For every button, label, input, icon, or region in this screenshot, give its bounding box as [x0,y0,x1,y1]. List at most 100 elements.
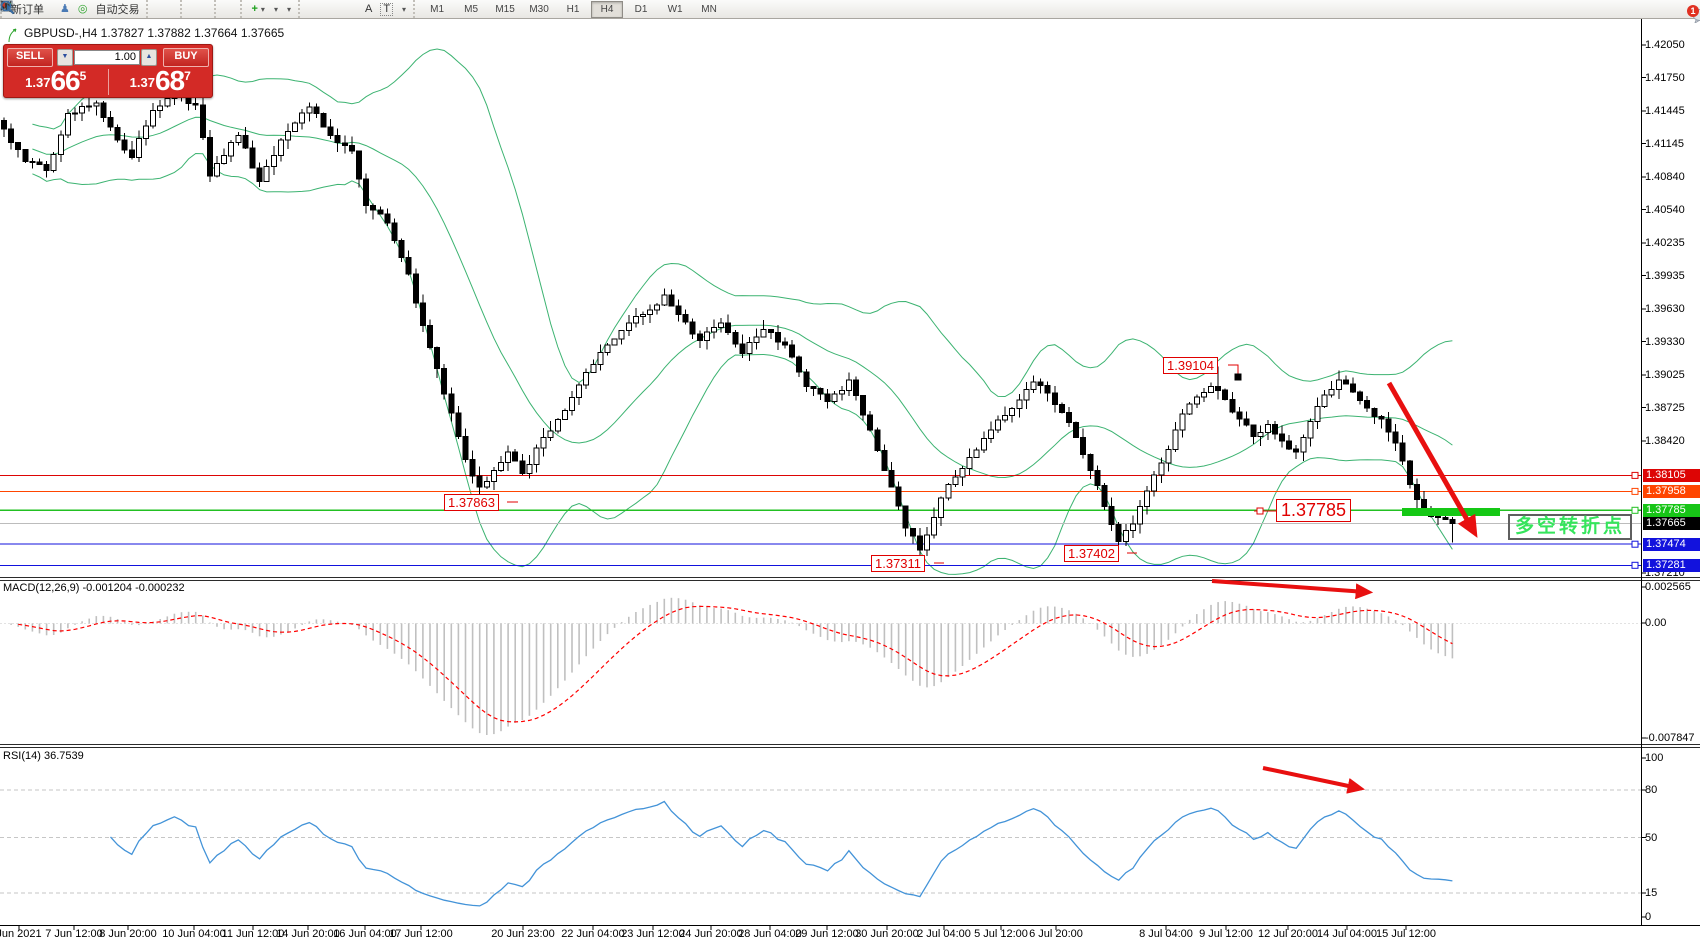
date-label-7-Jun-12-00: 7 Jun 12:00 [45,928,103,940]
price-axis-tag-1.37474: 1.37474 [1643,537,1700,551]
date-label-15-Jul-12-00: 15 Jul 12:00 [1376,928,1436,940]
indicators-icon: + [251,3,258,15]
text-icon: A [364,3,373,15]
rsi-title: RSI(14) 36.7539 [3,750,84,762]
arrows-button[interactable]: ▾ [2,0,410,18]
timeframe-button-mn[interactable]: MN [701,3,717,15]
sell-price-display: 1.37 66 5 [4,65,108,96]
signals-icon: ◎ [77,3,88,15]
trend-arrow-2[interactable] [1211,579,1374,600]
macd-values: -0.001204 -0.000232 [82,582,185,594]
templates-dropdown-icon: ▾ [286,4,291,14]
notification-badge: 1 [1687,5,1699,17]
trend-arrow-1[interactable] [1386,381,1478,538]
indicators-button[interactable]: + ▾ [247,0,268,18]
sell-price-big: 66 [50,65,80,96]
date-label-12-Jul-20-00: 12 Jul 20:00 [1258,928,1318,940]
hline-handle-1.37958[interactable] [1631,487,1639,495]
date-label-10-Jun-04-00: 10 Jun 04:00 [162,928,226,940]
hline-handle-1.37281[interactable] [1631,561,1639,569]
timeframe-button-h4[interactable]: H4 [591,0,624,18]
rsi-axis-label-50: 50 [1645,831,1658,844]
price-axis-label-1.41445: 1.41445 [1645,104,1685,117]
candles [1,82,1456,562]
timeframe-button-m5[interactable]: M5 [464,3,479,15]
price-annotation-1.37785[interactable]: 1.37785 [1276,499,1352,522]
date-label-28-Jun-04-00: 28 Jun 04:00 [738,928,802,940]
date-label-17-Jun-12-00: 17 Jun 12:00 [389,928,453,940]
timeframe-button-m1[interactable]: M1 [430,3,445,15]
trend-arrow-3[interactable] [1262,766,1366,794]
strategy-tester-button[interactable]: ♟ [56,0,74,18]
text-button[interactable]: A [361,0,376,18]
support-highlight-bar[interactable] [1402,508,1500,516]
date-label-20-Jun-23-00: 20 Jun 23:00 [491,928,555,940]
date-label-5-Jul-12-00: 5 Jul 12:00 [974,928,1028,940]
arrows-icon [2,2,10,10]
buy-price-pip: 7 [184,69,191,83]
rsi-axis-label-80: 80 [1645,783,1658,796]
symbol-marker-icon [8,28,17,43]
date-label-9-Jul-12-00: 9 Jul 12:00 [1199,928,1253,940]
date-label-8-Jun-20-00: 8 Jun 20:00 [99,928,157,940]
buy-price-big: 68 [154,65,185,96]
timeframe-button-w1[interactable]: W1 [667,3,683,15]
timeframe-button-h1[interactable]: H1 [566,3,580,15]
hline-handle-1.38105[interactable] [1631,471,1639,479]
price-axis-label-1.39935: 1.39935 [1645,269,1685,282]
price-axis-label-1.41750: 1.41750 [1645,71,1685,84]
rsi-axis-label-100: 100 [1645,752,1664,764]
volume-decrease-button[interactable]: ▼ [57,48,73,66]
price-axis-label-1.39630: 1.39630 [1645,302,1685,315]
rsi-name: RSI(14) [3,750,41,762]
timeframe-list: M1 M5 M15 M30 H1 H4 D1 W1 MN [420,0,726,18]
timeframe-button-m30[interactable]: M30 [529,3,549,15]
macd-title: MACD(12,26,9) -0.001204 -0.000232 [3,582,185,594]
indicators-dropdown-icon: ▾ [260,4,265,14]
text-label-button[interactable]: T [376,0,397,18]
price-axis-label-1.40540: 1.40540 [1645,203,1685,216]
annotation-overlay [507,364,1500,794]
timeframe-button-m15[interactable]: M15 [495,3,515,15]
date-label-16-Jun-04-00: 16 Jun 04:00 [333,928,397,940]
price-axis-label-1.40235: 1.40235 [1645,236,1685,249]
buy-price-prefix: 1.37 [129,75,155,90]
volume-input[interactable] [74,49,140,65]
volume-increase-button[interactable]: ▲ [141,48,157,66]
buy-button[interactable]: BUY [163,47,209,67]
date-label-2-Jul-04-00: 2 Jul 04:00 [917,928,971,940]
signals-button[interactable]: ◎ [74,0,92,18]
price-axis-label-1.41145: 1.41145 [1645,137,1684,150]
rsi-line [110,800,1453,907]
buy-price-display: 1.37 68 7 [109,65,213,96]
price-axis-label-1.39330: 1.39330 [1645,335,1685,348]
price-annotation-1.37311[interactable]: 1.37311 [871,555,926,572]
bb-lower [32,152,1453,575]
date-label-11-Jun-12-00: 11 Jun 12:00 [221,928,285,940]
bb-middle [32,116,1453,479]
price-axis-label-1.42050: 1.42050 [1645,39,1685,51]
date-label-24-Jun-20-00: 24 Jun 20:00 [679,928,743,940]
search-icon[interactable] [0,0,15,15]
macd-signal-line [18,605,1453,723]
date-label-Jun-2021: Jun 2021 [0,928,42,940]
horizontal-lines [0,471,1641,569]
trade-panel-divider [107,69,109,95]
price-annotation-1.37402[interactable]: 1.37402 [1064,545,1119,562]
hline-handle-1.37785[interactable] [1631,506,1639,514]
price-axis-label-1.38420: 1.38420 [1645,434,1685,447]
rsi-axis-label-0: 0 [1645,911,1652,923]
date-label-14-Jun-20-00: 14 Jun 20:00 [276,928,340,940]
price-annotation-1.37863[interactable]: 1.37863 [444,494,499,511]
hline-handle-1.37474[interactable] [1631,540,1639,548]
turning-point-note[interactable]: 多空转折点 [1508,514,1633,540]
chart-frame [0,19,1700,930]
price-annotation-1.39104[interactable]: 1.39104 [1163,357,1218,374]
text-label-icon: T [380,2,394,16]
timeframe-button-d1[interactable]: D1 [634,3,648,15]
price-axis-tag-1.38105: 1.38105 [1643,468,1700,482]
price-axis-tag-1.37665: 1.37665 [1643,516,1700,530]
sell-button[interactable]: SELL [7,47,53,67]
arrows-dropdown-icon: ▾ [402,4,407,14]
